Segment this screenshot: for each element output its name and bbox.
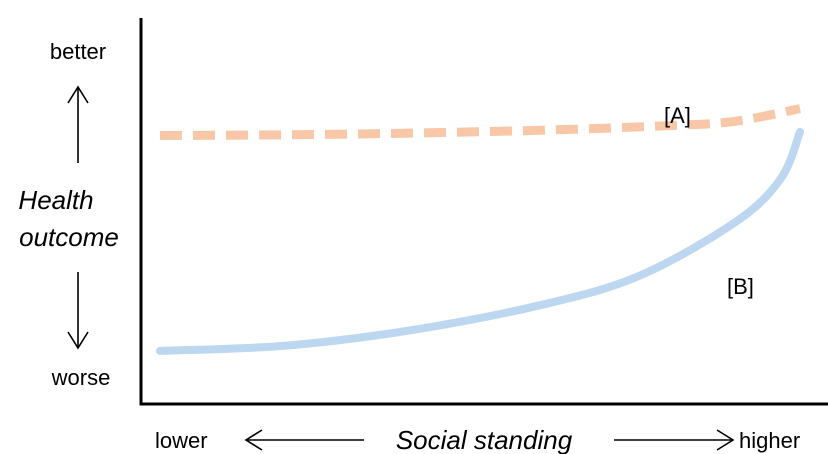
series-label-b: [B] (727, 274, 754, 299)
series-line-b (156, 127, 804, 355)
x-axis-title: Social standing (396, 425, 573, 454)
x-high-label: higher (739, 428, 800, 453)
y-down-arrow-icon (67, 272, 89, 350)
y-high-label: better (50, 39, 106, 64)
x-right-arrow-icon (614, 429, 735, 451)
series-label-a: [A] (664, 103, 691, 128)
y-axis-title-line2: outcome (19, 222, 119, 252)
y-up-arrow-icon (67, 85, 89, 163)
y-low-label: worse (51, 365, 111, 390)
series-line-a (159, 104, 801, 140)
y-axis-title-line1: Health (18, 185, 93, 215)
x-left-arrow-icon (244, 429, 364, 451)
x-low-label: lower (155, 428, 208, 453)
